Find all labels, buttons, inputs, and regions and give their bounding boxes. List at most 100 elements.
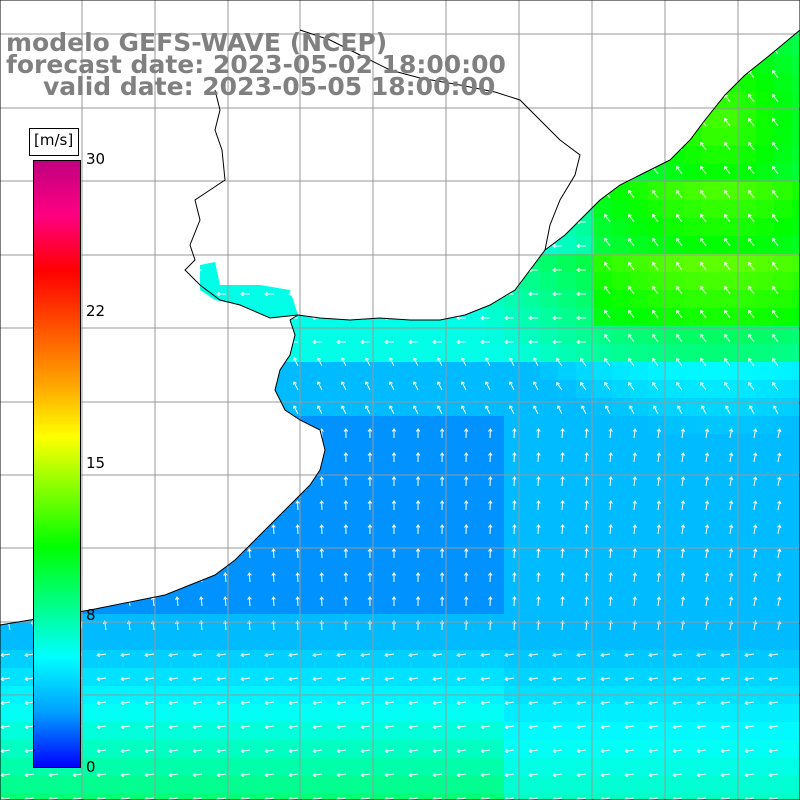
wind-speed-cell	[594, 596, 613, 615]
wind-speed-cell	[198, 668, 217, 687]
wind-arrow	[169, 773, 179, 776]
wind-arrow-head	[652, 405, 657, 409]
wind-speed-cell	[324, 434, 343, 453]
wind-arrow	[145, 725, 155, 728]
wind-arrow-head	[336, 748, 341, 754]
wind-speed-cell	[486, 416, 505, 435]
wind-arrow	[724, 190, 731, 199]
wind-arrow-head	[120, 652, 125, 658]
wind-speed-cell	[666, 776, 685, 795]
wind-arrow-head	[360, 339, 364, 345]
wind-speed-cell	[648, 596, 667, 615]
wind-speed-cell	[720, 452, 739, 471]
wind-arrow-head	[700, 358, 704, 362]
wind-arrow-head	[720, 676, 725, 682]
wind-arrow	[657, 429, 660, 439]
wind-speed-cell	[450, 506, 469, 525]
wind-arrow	[609, 596, 612, 607]
wind-arrow	[625, 797, 635, 800]
wind-speed-cell	[342, 560, 361, 579]
wind-speed-cell	[90, 668, 109, 687]
wind-speed-cell	[486, 632, 505, 651]
wind-arrow	[628, 310, 635, 319]
wind-speed-cell	[684, 326, 703, 345]
wind-arrow	[265, 749, 275, 752]
wind-speed-cell	[738, 524, 757, 543]
wind-arrow-head	[488, 476, 493, 480]
wind-speed-cell	[342, 578, 361, 597]
wind-arrow-head	[777, 524, 782, 529]
colorbar-tick-label: 15	[86, 454, 106, 472]
wind-speed-cell	[378, 506, 397, 525]
wind-arrow	[365, 405, 371, 415]
wind-arrow	[241, 677, 251, 680]
wind-speed-cell	[288, 740, 307, 759]
wind-arrow	[777, 453, 781, 463]
wind-arrow-head	[391, 476, 397, 480]
wind-speed-cell	[630, 758, 649, 777]
wind-arrow	[217, 653, 227, 656]
wind-speed-cell	[90, 722, 109, 741]
wind-arrow	[297, 596, 299, 607]
wind-arrow	[169, 677, 179, 680]
wind-speed-cell	[738, 560, 757, 579]
wind-speed-cell	[720, 560, 739, 579]
wind-arrow-head	[312, 748, 317, 754]
wind-arrow-head	[367, 428, 373, 432]
wind-speed-cell	[0, 758, 19, 777]
wind-arrow	[748, 238, 755, 247]
wind-arrow-head	[408, 724, 413, 730]
wind-arrow	[585, 428, 588, 439]
wind-arrow-head	[768, 772, 773, 778]
wind-speed-cell	[774, 704, 793, 723]
wind-speed-cell	[666, 416, 685, 435]
wind-arrow	[777, 573, 781, 583]
wind-arrow	[777, 621, 781, 631]
wind-speed-cell	[720, 596, 739, 615]
wind-arrow-head	[336, 796, 341, 800]
wind-arrow-head	[408, 339, 412, 345]
wind-speed-cell	[792, 218, 800, 237]
wind-speed-cell	[468, 488, 487, 507]
wind-arrow-head	[508, 357, 513, 361]
wind-speed-cell	[144, 596, 163, 615]
wind-speed-cell	[594, 668, 613, 687]
wind-speed-cell	[468, 398, 487, 417]
wind-speed-cell	[774, 380, 793, 399]
wind-arrow	[553, 749, 563, 752]
wind-speed-cell	[756, 452, 775, 471]
wind-arrow	[241, 773, 251, 776]
wind-arrow	[749, 405, 755, 415]
wind-speed-cell	[558, 344, 577, 363]
wind-arrow	[581, 405, 587, 415]
wind-arrow-head	[432, 700, 437, 706]
wind-arrow-head	[144, 772, 149, 778]
wind-arrow-head	[652, 382, 656, 386]
wind-arrow	[561, 452, 564, 463]
wind-speed-cell	[540, 398, 559, 417]
wind-speed-cell	[684, 290, 703, 309]
wind-speed-cell	[666, 164, 685, 183]
wind-speed-cell	[666, 362, 685, 381]
wind-arrow	[721, 749, 731, 752]
wind-arrow-head	[772, 382, 776, 386]
wind-speed-cell	[288, 722, 307, 741]
wind-arrow-head	[720, 748, 725, 754]
wind-arrow-head	[415, 452, 421, 456]
wind-arrow	[753, 621, 757, 631]
wind-speed-cell	[468, 416, 487, 435]
wind-arrow	[297, 572, 299, 583]
wind-speed-cell	[558, 794, 577, 800]
wind-speed-cell	[486, 668, 505, 687]
wind-speed-cell	[324, 614, 343, 633]
wind-speed-cell	[522, 524, 541, 543]
wind-speed-cell	[522, 632, 541, 651]
wind-arrow-head	[288, 676, 293, 682]
wind-arrow-head	[560, 548, 565, 552]
wind-speed-cell	[396, 416, 415, 435]
wind-arrow	[241, 797, 251, 800]
wind-arrow	[681, 453, 684, 463]
wind-arrow-head	[608, 548, 613, 552]
wind-speed-cell	[756, 254, 775, 273]
wind-arrow-head	[724, 358, 728, 362]
